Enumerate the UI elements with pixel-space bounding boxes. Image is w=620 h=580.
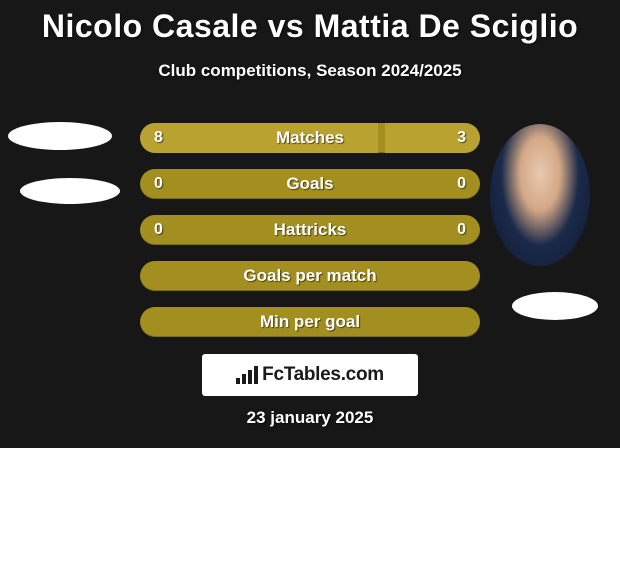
source-logo: FcTables.com <box>202 354 418 396</box>
stat-label: Hattricks <box>184 220 436 240</box>
page-title: Nicolo Casale vs Mattia De Sciglio <box>0 8 620 45</box>
stat-row-hattricks: 0 Hattricks 0 <box>140 215 480 245</box>
bar-chart-icon <box>236 366 258 384</box>
stat-label: Goals per match <box>184 266 436 286</box>
stat-row-matches: 8 Matches 3 <box>140 123 480 153</box>
stat-value-right: 0 <box>436 221 480 239</box>
logo-text: FcTables.com <box>262 364 384 386</box>
comparison-card: Nicolo Casale vs Mattia De Sciglio Club … <box>0 0 620 448</box>
stat-value-left: 0 <box>140 175 184 193</box>
stat-value-left: 0 <box>140 221 184 239</box>
stats-container: 8 Matches 3 0 Goals 0 0 Hattricks 0 Goal… <box>140 123 480 353</box>
stat-row-goals-per-match: Goals per match <box>140 261 480 291</box>
player-right-avatar <box>490 124 590 266</box>
stat-value-right: 0 <box>436 175 480 193</box>
stat-row-goals: 0 Goals 0 <box>140 169 480 199</box>
snapshot-date: 23 january 2025 <box>0 408 620 428</box>
stat-value-right: 3 <box>436 129 480 147</box>
player-right-avatar-placeholder <box>512 292 598 320</box>
player-left-avatar-placeholder-1 <box>8 122 112 150</box>
stat-value-left: 8 <box>140 129 184 147</box>
stat-label: Goals <box>184 174 436 194</box>
subtitle: Club competitions, Season 2024/2025 <box>0 61 620 81</box>
stat-row-min-per-goal: Min per goal <box>140 307 480 337</box>
stat-label: Matches <box>184 128 436 148</box>
player-left-avatar-placeholder-2 <box>20 178 120 204</box>
stat-label: Min per goal <box>184 312 436 332</box>
